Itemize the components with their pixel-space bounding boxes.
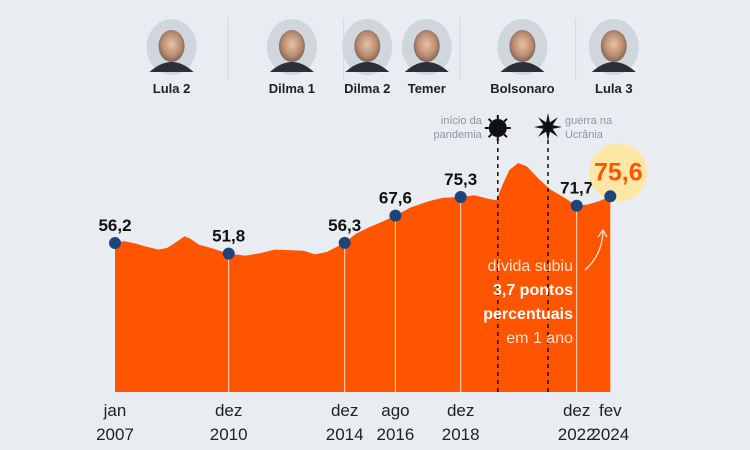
president-photo (266, 19, 317, 75)
value-label: 71,7 (560, 179, 593, 198)
president-name: Dilma 1 (269, 81, 315, 96)
president-photo (401, 19, 452, 75)
arrow-head-icon (597, 228, 608, 238)
x-tick-label: 2014 (326, 425, 364, 444)
president-name: Lula 3 (595, 81, 633, 96)
x-tick-label: 2010 (210, 425, 248, 444)
value-label: 51,8 (212, 227, 245, 246)
value-label-latest: 75,6 (594, 158, 643, 186)
value-label: 67,6 (379, 189, 412, 208)
value-label: 75,3 (444, 170, 477, 189)
value-label: 56,2 (98, 216, 131, 235)
shoulders-shape (269, 62, 314, 72)
x-tick-label: jan (103, 401, 127, 420)
face-shape (509, 30, 536, 62)
event-label: Ucrânia (565, 129, 604, 141)
data-point (222, 247, 235, 260)
virus-icon (484, 115, 511, 141)
x-tick-label: 2022 (558, 425, 596, 444)
x-tick-label: 2016 (377, 425, 415, 444)
event-label: início da (441, 115, 483, 127)
face-shape (600, 30, 627, 62)
annotation-text: percentuais (483, 306, 573, 323)
face-shape (354, 30, 381, 62)
face-shape (158, 30, 185, 62)
x-tick-label: 2018 (442, 425, 480, 444)
data-point (109, 237, 121, 250)
x-tick-label: dez (563, 401, 590, 420)
president-name: Temer (408, 81, 446, 96)
shoulders-shape (404, 62, 449, 72)
x-tick-label: dez (215, 401, 242, 420)
president-photo (588, 19, 639, 75)
x-tick-label: ago (381, 401, 409, 420)
virus-spike (487, 133, 493, 138)
data-point (570, 199, 583, 212)
annotation-arrow (584, 231, 604, 271)
virus-spike (503, 133, 508, 138)
debt-area (115, 163, 611, 392)
event-label: pandemia (433, 129, 482, 141)
president-name: Bolsonaro (490, 81, 554, 96)
shoulders-shape (149, 62, 194, 72)
shoulders-shape (345, 62, 390, 72)
value-label: 56,3 (328, 216, 361, 235)
highlight-circle (589, 143, 648, 202)
event-label: guerra na (565, 115, 613, 127)
annotation-text: em 1 ano (506, 330, 573, 347)
president-name: Dilma 2 (344, 81, 390, 96)
shoulders-shape (500, 62, 545, 72)
x-tick-label: dez (331, 401, 358, 420)
annotation-text: dívida subiu (488, 258, 573, 275)
face-shape (413, 30, 440, 62)
x-tick-label: fev (599, 401, 622, 420)
data-point (454, 191, 467, 204)
president-photo (342, 19, 393, 75)
shoulders-shape (591, 62, 636, 72)
x-tick-label: 2007 (96, 425, 134, 444)
data-point (604, 190, 617, 203)
explosion-icon (534, 113, 562, 141)
president-photo (146, 19, 197, 75)
annotation-text: 3,7 pontos (493, 282, 573, 299)
president-name: Lula 2 (153, 81, 191, 96)
virus-body (488, 119, 507, 137)
virus-spike (503, 118, 508, 123)
president-photo (497, 19, 548, 75)
virus-spike (487, 118, 493, 123)
x-tick-label: dez (447, 401, 474, 420)
x-tick-label: 2024 (591, 425, 629, 444)
data-point (338, 236, 351, 249)
face-shape (278, 30, 305, 62)
data-point (389, 209, 402, 222)
presidents-row: Lula 2 Dilma 1 Dilma 2 Temer Bolsonaro Lula 3 (146, 18, 639, 96)
